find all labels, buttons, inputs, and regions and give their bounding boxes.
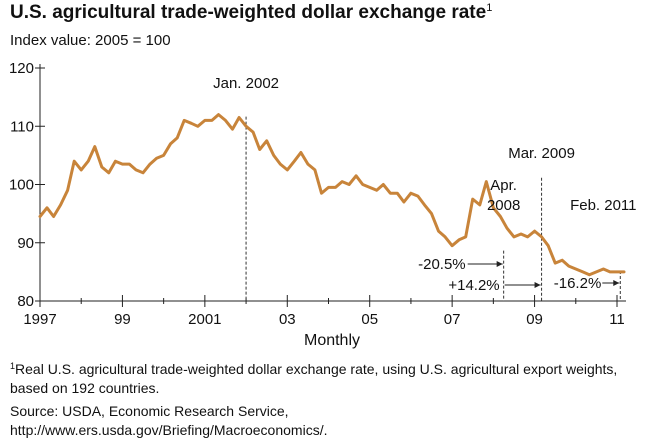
source-note: Source: USDA, Economic Research Service,… [10, 402, 640, 440]
x-tick-label-2005: 05 [361, 311, 378, 328]
chart-title-text: U.S. agricultural trade-weighted dollar … [10, 2, 487, 23]
footnote: 1Real U.S. agricultural trade-weighted d… [10, 357, 640, 398]
change-arrowhead-3 [613, 280, 620, 286]
x-tick-label-2003: 03 [279, 311, 296, 328]
x-tick-label-1997: 1997 [23, 311, 56, 328]
y-tick-label-110: 110 [10, 118, 34, 135]
source-url[interactable]: http://www.ers.usda.gov/Briefing/Macroec… [10, 422, 328, 438]
change-arrowhead-2 [534, 282, 541, 288]
footnote-text: Real U.S. agricultural trade-weighted do… [10, 361, 618, 396]
annotation-label-apr-2008-line2: 2008 [487, 197, 520, 214]
annotation-label-mar-2009: Mar. 2009 [508, 145, 575, 162]
change-arrowhead-1 [496, 261, 503, 267]
y-tick-label-100: 100 [9, 177, 34, 194]
x-axis-label: Monthly [304, 332, 360, 349]
source-line-1: Source: USDA, Economic Research Service, [10, 403, 289, 419]
x-tick-label-2011: 11 [609, 311, 625, 328]
y-tick-label-80: 80 [17, 293, 34, 310]
y-tick-label-120: 120 [9, 60, 34, 77]
change-label-2: +14.2% [448, 277, 499, 294]
annotation-label-apr-2008-line1: Apr. [490, 177, 517, 194]
y-tick-label-90: 90 [17, 235, 34, 252]
x-tick-label-1999: 99 [114, 311, 131, 328]
chart-title: U.S. agricultural trade-weighted dollar … [10, 2, 492, 24]
chart-subtitle: Index value: 2005 = 100 [10, 32, 171, 49]
change-label-1: -20.5% [418, 256, 466, 273]
change-label-3: -16.2% [554, 275, 602, 292]
annotation-label-feb-2011: Feb. 2011 [570, 197, 636, 214]
exchange-rate-chart: 80 90 100 110 120 1997 99 2001 03 05 07 09 11 Monthly… [9, 60, 637, 349]
title-footnote-marker: 1 [486, 2, 493, 14]
annotation-label-jan-2002: Jan. 2002 [213, 75, 279, 92]
series-line [38, 113, 626, 277]
x-tick-label-2001: 2001 [188, 311, 221, 328]
x-tick-label-2009: 09 [526, 311, 543, 328]
footnote-marker: 1 [10, 361, 16, 371]
x-tick-label-2007: 07 [444, 311, 461, 328]
